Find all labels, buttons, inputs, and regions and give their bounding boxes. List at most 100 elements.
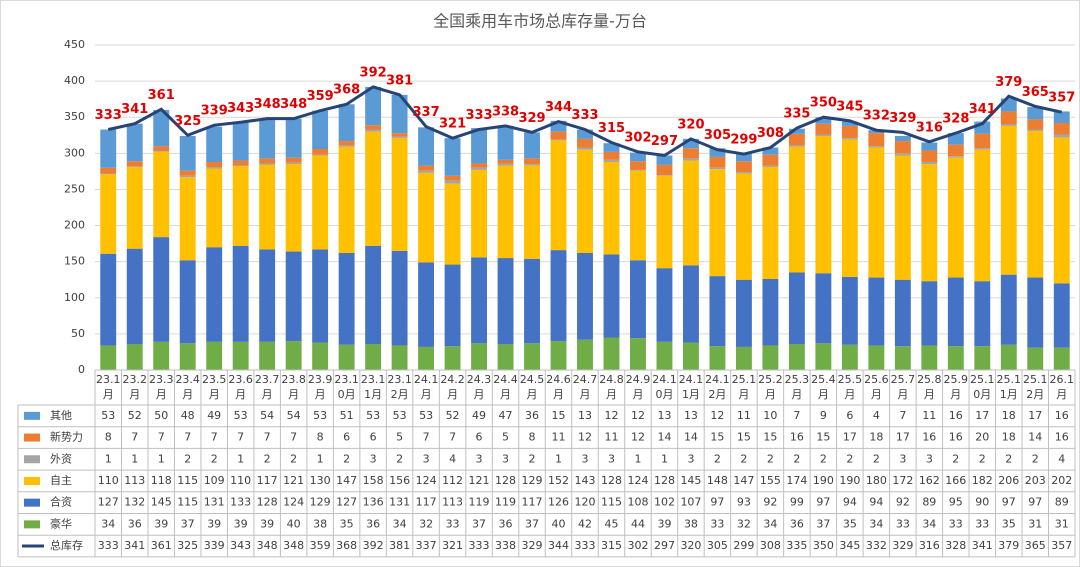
table-cell: 7 [290, 431, 297, 444]
y-tick-label: 400 [64, 74, 85, 87]
table-cell: 2 [1032, 452, 1039, 465]
bar-segment [497, 165, 514, 259]
table-cell: 305 [707, 539, 728, 552]
table-cell: 4 [1058, 452, 1065, 465]
bar-segment [471, 343, 487, 370]
bar-segment [630, 338, 646, 370]
bar-segment [418, 172, 435, 263]
legend-label: 合资 [50, 495, 72, 509]
x-tick-label: 25.5 月 [838, 373, 863, 401]
table-cell: 36 [366, 517, 380, 530]
table-cell: 2 [820, 452, 827, 465]
x-tick-label: 23.1 2月 [387, 373, 412, 401]
table-cell: 34 [393, 517, 407, 530]
table-cell: 117 [522, 496, 543, 509]
bar-segment [656, 155, 673, 165]
bar-segment [338, 253, 355, 345]
table-cell: 39 [657, 517, 671, 530]
bar-segment [1053, 137, 1070, 284]
data-label: 381 [386, 73, 413, 88]
bar-segment [100, 253, 117, 346]
bar-segment [153, 151, 170, 238]
table-cell: 18 [1002, 409, 1016, 422]
table-cell: 156 [389, 474, 410, 487]
table-cell: 158 [363, 474, 384, 487]
table-cell: 2 [396, 452, 403, 465]
table-cell: 379 [998, 539, 1019, 552]
data-label: 337 [413, 105, 440, 120]
data-label: 325 [174, 114, 201, 129]
bar-segment [815, 273, 832, 344]
table-cell: 5 [396, 431, 403, 444]
bar-segment [550, 120, 567, 132]
bar-segment [868, 147, 885, 278]
table-cell: 89 [1055, 496, 1069, 509]
bar-segment [365, 129, 382, 132]
table-cell: 6 [370, 431, 377, 444]
table-cell: 18 [869, 431, 883, 444]
table-cell: 344 [548, 539, 569, 552]
table-cell: 3 [926, 452, 933, 465]
x-tick-label: 25.1 1月 [997, 373, 1022, 401]
bar-segment [100, 173, 117, 175]
bar-segment [683, 265, 699, 343]
table-cell: 6 [846, 409, 853, 422]
legend-label: 豪华 [50, 516, 72, 530]
bar-segment [524, 343, 540, 370]
data-label: 339 [201, 104, 228, 119]
bar-segment [338, 145, 355, 147]
table-cell: 127 [336, 496, 357, 509]
table-cell: 131 [389, 496, 410, 509]
bar-segment [232, 122, 249, 161]
bar-segment [921, 162, 938, 165]
table-cell: 174 [786, 474, 807, 487]
table-cell: 333 [469, 539, 490, 552]
x-tick-label: 23.8 月 [281, 373, 306, 401]
table-cell: 34 [101, 517, 115, 530]
bar-segment [259, 341, 276, 370]
table-cell: 124 [627, 474, 648, 487]
x-tick-label: 24.8 月 [599, 373, 624, 401]
bar-segment [656, 268, 673, 342]
table-cell: 1 [158, 452, 165, 465]
table-cell: 124 [283, 496, 304, 509]
bar-segment [577, 129, 593, 139]
table-cell: 34 [869, 517, 883, 530]
bar-segment [894, 153, 911, 156]
x-tick-label: 25.6 月 [864, 373, 889, 401]
table-cell: 172 [892, 474, 913, 487]
table-cell: 36 [790, 517, 804, 530]
table-cell: 53 [366, 409, 380, 422]
bar-segment [656, 175, 673, 269]
table-cell: 131 [204, 496, 225, 509]
bar-segment [524, 132, 540, 159]
legend-label: 新势力 [50, 430, 83, 444]
bar-segment [603, 151, 620, 160]
table-cell: 89 [922, 496, 936, 509]
bar-segment [259, 164, 276, 250]
bar-segment [126, 344, 143, 370]
bar-segment [603, 254, 620, 338]
table-cell: 97 [1002, 496, 1016, 509]
x-tick-label: 24.2 月 [440, 373, 465, 401]
bar-segment [815, 134, 832, 136]
x-tick-label: 25.2 月 [758, 373, 783, 401]
bar-segment [947, 144, 964, 157]
table-cell: 17 [896, 431, 910, 444]
table-cell: 93 [737, 496, 751, 509]
table-cell: 33 [710, 517, 724, 530]
bar-segment [577, 149, 593, 253]
table-cell: 12 [710, 409, 724, 422]
table-cell: 7 [793, 409, 800, 422]
bar-segment [603, 162, 620, 255]
bar-segment [179, 177, 196, 261]
table-cell: 102 [654, 496, 675, 509]
table-cell: 44 [631, 517, 645, 530]
y-tick-label: 150 [64, 255, 85, 268]
table-cell: 38 [684, 517, 698, 530]
table-cell: 40 [287, 517, 301, 530]
table-cell: 1 [661, 452, 668, 465]
bar-segment [947, 133, 964, 145]
table-cell: 348 [283, 539, 304, 552]
x-tick-label: 23.9 月 [308, 373, 333, 401]
